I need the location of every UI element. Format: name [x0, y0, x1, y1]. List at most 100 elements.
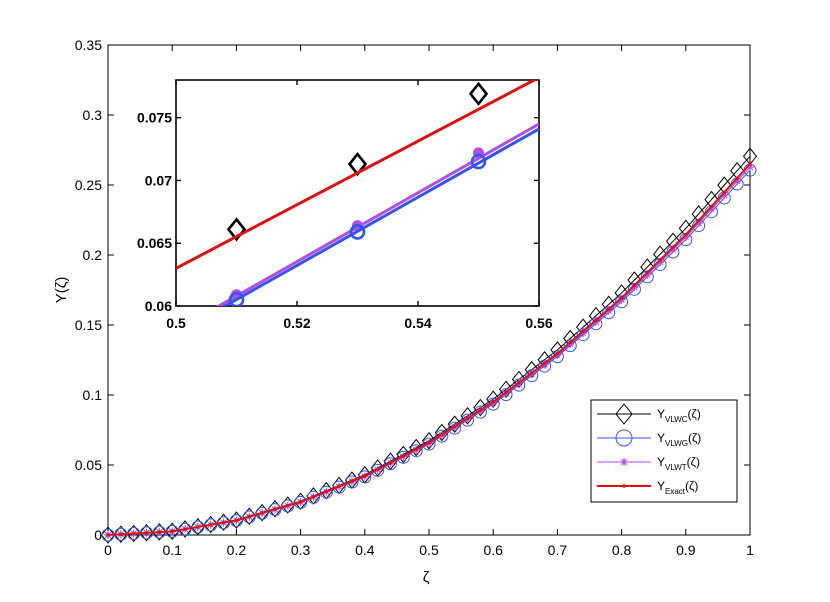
inset-series-yexact	[176, 80, 538, 270]
inset-y-tick-label: 0.065	[137, 235, 172, 251]
data-point	[517, 380, 521, 385]
legend-label-main: Y	[657, 455, 665, 469]
data-point	[491, 400, 496, 404]
data-point	[696, 218, 701, 223]
inset-data-point	[470, 153, 487, 170]
data-point	[619, 296, 624, 300]
legend-label-main: Y	[657, 407, 665, 421]
series-exact	[106, 162, 752, 537]
legend-label-sub: VLWC	[665, 415, 688, 424]
data-point	[388, 460, 393, 465]
inset-x-tick-label: 0.56	[525, 315, 552, 331]
data-point	[196, 525, 200, 529]
legend-label: YVLWT(ζ)	[657, 455, 700, 472]
legend-marker	[615, 429, 633, 447]
data-point	[319, 485, 333, 499]
x-tick-label: 1	[746, 542, 754, 558]
legend-item-exact: YExact(ζ)	[597, 479, 698, 496]
data-point	[409, 438, 424, 457]
data-point	[358, 470, 372, 484]
legend-label: YExact(ζ)	[657, 479, 698, 496]
data-point	[139, 523, 154, 542]
data-point	[345, 475, 359, 489]
legend-label-sub: Exact	[665, 487, 686, 496]
data-point	[568, 340, 573, 345]
x-tick-label: 0.3	[291, 542, 311, 558]
inset-series	[176, 80, 539, 306]
data-point	[594, 318, 598, 322]
data-point	[684, 232, 688, 237]
data-point	[735, 176, 739, 180]
x-tick-label: 0.2	[227, 542, 247, 558]
legend-label: YVLWG(ζ)	[657, 431, 701, 448]
data-point	[658, 258, 662, 262]
y-tick-label: 0.1	[83, 387, 103, 403]
data-point	[144, 531, 149, 535]
data-point	[722, 190, 727, 195]
inset-series-line	[215, 122, 539, 306]
data-point	[126, 524, 141, 543]
inset-area	[175, 79, 540, 307]
data-point	[383, 452, 398, 470]
data-point	[350, 479, 354, 483]
y-tick-label: 0.35	[75, 37, 102, 53]
legend-label-sub: VLWT	[665, 463, 687, 472]
data-point	[375, 467, 380, 472]
data-point	[645, 270, 650, 275]
data-point	[268, 503, 282, 517]
legend-item-vlwg: YVLWG(ζ)	[597, 429, 701, 448]
legend-label-end: (ζ)	[688, 431, 701, 445]
data-point	[311, 494, 316, 499]
legend-label: YVLWC(ζ)	[657, 407, 701, 424]
data-point	[190, 517, 205, 536]
data-point	[602, 306, 616, 320]
inset-series-yvlwg	[221, 127, 539, 306]
data-point	[285, 503, 290, 508]
data-point	[414, 447, 418, 452]
legend-label-main: Y	[657, 479, 665, 493]
data-point	[550, 350, 564, 364]
inset-data-point	[228, 291, 245, 306]
data-point	[461, 413, 475, 427]
data-point	[460, 407, 475, 425]
data-point	[606, 307, 611, 311]
data-point	[632, 283, 637, 288]
data-point	[709, 204, 714, 209]
data-point	[216, 513, 231, 532]
y-tick-label: 0	[94, 527, 102, 543]
data-point	[119, 532, 123, 537]
data-point	[242, 510, 256, 524]
data-point	[100, 526, 116, 544]
data-point	[473, 405, 487, 419]
inset-data-point	[226, 217, 247, 242]
y-tick-label: 0.25	[75, 177, 102, 193]
inset-data-point	[349, 224, 366, 240]
legend-label-sub: VLWG	[665, 439, 688, 448]
data-point	[363, 474, 367, 478]
legend-label-end: (ζ)	[688, 407, 701, 421]
data-point	[396, 445, 411, 464]
y-tick-label: 0.15	[75, 317, 102, 333]
data-point	[157, 530, 162, 534]
data-point	[208, 522, 213, 527]
data-point	[486, 390, 501, 409]
data-point	[306, 490, 320, 504]
inset-x-tick-label: 0.54	[404, 315, 431, 331]
data-point	[421, 431, 437, 450]
data-point	[538, 359, 552, 373]
data-point	[542, 361, 547, 366]
data-point	[273, 507, 277, 512]
data-point	[260, 511, 264, 515]
data-point	[234, 518, 239, 523]
inset-data-point	[468, 81, 489, 106]
data-point	[555, 351, 560, 356]
data-point	[203, 515, 218, 534]
inset-y-tick-label: 0.075	[137, 110, 172, 126]
data-point	[324, 489, 329, 494]
data-point	[581, 329, 585, 334]
data-point	[473, 398, 488, 417]
data-point	[435, 429, 449, 443]
data-point	[452, 424, 457, 429]
data-point	[427, 440, 431, 445]
